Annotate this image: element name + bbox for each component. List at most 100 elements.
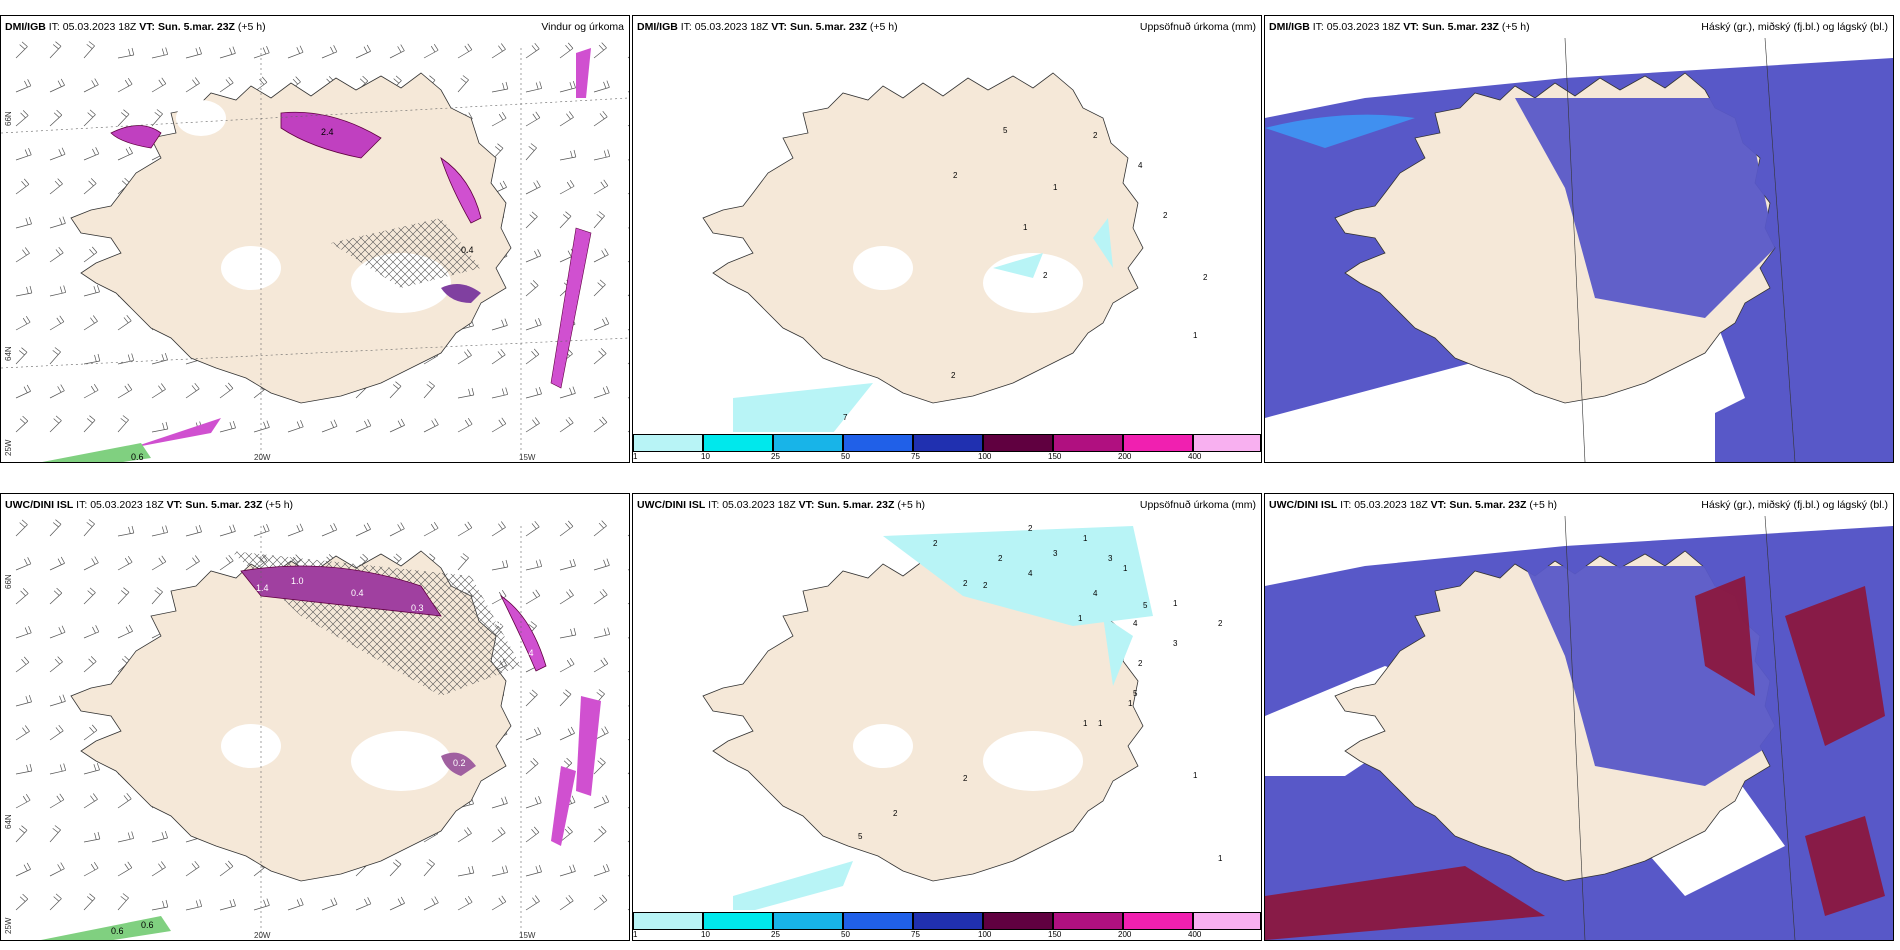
lon-label: 25W: [4, 917, 13, 934]
tick-label: 25: [771, 930, 780, 939]
svg-text:1: 1: [1053, 183, 1058, 192]
svg-text:1: 1: [1123, 564, 1128, 573]
vt-value: Sun. 5.mar. 23Z: [789, 21, 867, 33]
tick-label: 200: [1118, 930, 1132, 939]
svg-text:5: 5: [1133, 689, 1138, 698]
lat-label: 64N: [4, 346, 13, 361]
model-name: UWC/DINI ISL: [637, 499, 706, 511]
svg-text:1: 1: [1023, 223, 1028, 232]
tick-label: 1: [633, 452, 638, 461]
tick-label: 1: [633, 930, 638, 939]
lead-time: (+5 h): [897, 499, 926, 511]
tick-label: 400: [1188, 930, 1202, 939]
panel-title: DMI/IGB IT: 05.03.2023 18Z VT: Sun. 5.ma…: [633, 16, 1261, 38]
lead-time: (+5 h): [237, 21, 266, 33]
lead-time: (+5 h): [869, 21, 898, 33]
panel-uwc-wind: UWC/DINI ISL IT: 05.03.2023 18Z VT: Sun.…: [0, 493, 630, 941]
it-value: 05.03.2023 18Z: [1354, 499, 1428, 511]
it-value: 05.03.2023 18Z: [722, 499, 796, 511]
tick-label: 10: [701, 930, 710, 939]
lat-label: 66N: [4, 574, 13, 589]
it-label: IT:: [1340, 499, 1352, 511]
svg-text:5: 5: [1003, 126, 1008, 135]
svg-text:2: 2: [963, 579, 968, 588]
svg-text:0.4: 0.4: [461, 245, 474, 255]
svg-text:2: 2: [1138, 659, 1143, 668]
vt-value: Sun. 5.mar. 23Z: [817, 499, 895, 511]
svg-text:4: 4: [1133, 619, 1138, 628]
lon-label: 15W: [519, 931, 536, 940]
svg-text:2: 2: [998, 554, 1003, 563]
svg-text:2: 2: [963, 774, 968, 783]
model-name: UWC/DINI ISL: [5, 499, 74, 511]
vt-label: VT:: [771, 21, 788, 33]
it-label: IT:: [76, 499, 88, 511]
svg-text:1: 1: [1193, 771, 1198, 780]
tick-label: 100: [978, 452, 992, 461]
svg-text:2: 2: [1218, 619, 1223, 628]
panel-dmi-wind: DMI/IGB IT: 05.03.2023 18Z VT: Sun. 5.ma…: [0, 15, 630, 463]
svg-text:4: 4: [1138, 161, 1143, 170]
svg-text:0.6: 0.6: [491, 618, 504, 628]
precip-map: 5 2 2 1 4 2 1 2 2 1 2 7: [702, 72, 1208, 433]
svg-text:5: 5: [858, 832, 863, 841]
tick-label: 50: [841, 452, 850, 461]
svg-text:1: 1: [1128, 699, 1133, 708]
panel-title: UWC/DINI ISL IT: 05.03.2023 18Z VT: Sun.…: [633, 494, 1261, 516]
field-name: Uppsöfnuð úrkoma (mm): [1139, 499, 1256, 511]
model-name: DMI/IGB: [1269, 21, 1310, 33]
model-name: DMI/IGB: [5, 21, 46, 33]
svg-text:0.4: 0.4: [351, 588, 364, 598]
svg-text:1.0: 1.0: [291, 576, 304, 586]
svg-text:0.6: 0.6: [111, 926, 124, 936]
tick-label: 50: [841, 930, 850, 939]
svg-text:1: 1: [1083, 534, 1088, 543]
svg-text:2: 2: [1093, 131, 1098, 140]
model-name: UWC/DINI ISL: [1269, 499, 1338, 511]
svg-text:2: 2: [951, 371, 956, 380]
svg-text:1: 1: [1193, 331, 1198, 340]
svg-text:4: 4: [1093, 589, 1098, 598]
lon-label: 25W: [4, 439, 13, 456]
vt-label: VT:: [166, 499, 183, 511]
vt-value: Sun. 5.mar. 23Z: [157, 21, 235, 33]
svg-text:1: 1: [1078, 614, 1083, 623]
lon-label: 15W: [519, 453, 536, 462]
it-label: IT:: [680, 21, 692, 33]
it-label: IT:: [48, 21, 60, 33]
svg-text:1: 1: [1218, 854, 1223, 863]
svg-text:2: 2: [1203, 273, 1208, 282]
it-label: IT:: [1312, 21, 1324, 33]
precip-colorbar: 1 10 25 50 75 100 150 200 400: [633, 910, 1261, 940]
svg-text:1: 1: [1098, 719, 1103, 728]
svg-text:4: 4: [1028, 569, 1033, 578]
panel-title: UWC/DINI ISL IT: 05.03.2023 18Z VT: Sun.…: [1, 494, 629, 516]
wind-map: 2.4 0.4 0.6: [1, 39, 629, 462]
field-name: Háský (gr.), miðský (fj.bl.) og lágský (…: [1701, 21, 1888, 33]
cloud-map: [1265, 516, 1893, 940]
svg-text:1: 1: [1173, 599, 1178, 608]
panel-uwc-precip: UWC/DINI ISL IT: 05.03.2023 18Z VT: Sun.…: [632, 493, 1262, 941]
svg-text:3: 3: [1173, 639, 1178, 648]
svg-text:3: 3: [1108, 554, 1113, 563]
tick-label: 75: [911, 930, 920, 939]
svg-text:2: 2: [983, 581, 988, 590]
svg-text:2: 2: [933, 539, 938, 548]
vt-label: VT:: [1430, 499, 1447, 511]
panel-title: DMI/IGB IT: 05.03.2023 18Z VT: Sun. 5.ma…: [1265, 16, 1893, 38]
vt-label: VT:: [139, 21, 156, 33]
it-value: 05.03.2023 18Z: [1326, 21, 1401, 33]
vt-value: Sun. 5.mar. 23Z: [1421, 21, 1499, 33]
lat-label: 64N: [4, 814, 13, 829]
lead-time: (+5 h): [265, 499, 294, 511]
svg-text:2: 2: [1028, 524, 1033, 533]
model-name: DMI/IGB: [637, 21, 678, 33]
lon-label: 20W: [254, 931, 271, 940]
svg-text:0.4: 0.4: [521, 648, 534, 658]
panel-uwc-cloud: UWC/DINI ISL IT: 05.03.2023 18Z VT: Sun.…: [1264, 493, 1894, 941]
it-value: 05.03.2023 18Z: [694, 21, 769, 33]
it-label: IT:: [708, 499, 720, 511]
vt-label: VT:: [1403, 21, 1420, 33]
svg-text:0.6: 0.6: [131, 452, 144, 462]
tick-label: 100: [978, 930, 992, 939]
